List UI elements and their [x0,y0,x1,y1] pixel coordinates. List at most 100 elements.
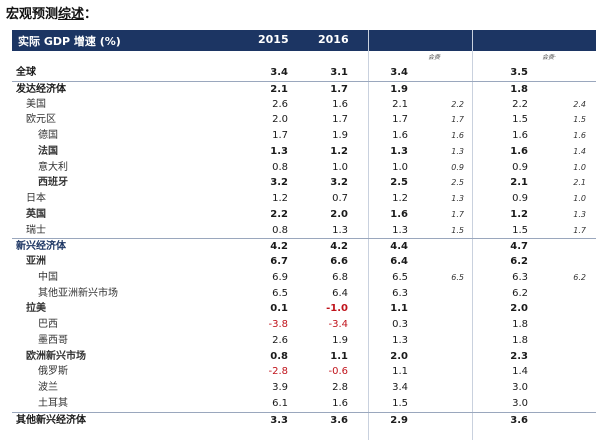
value-2017: 6.3 [392,287,408,299]
note-value-2017: 1.7 [451,209,464,219]
row-label: 日本 [26,193,46,204]
value-2017: 1.3 [392,334,408,346]
value-2018: 1.8 [510,83,528,95]
value-2018: 1.8 [512,319,528,330]
value-2018: 2.3 [510,350,528,362]
value-2018: 1.4 [512,366,528,378]
value-2017: 1.2 [392,193,408,204]
table-row: 法国 1.3 1.2 1.3 1.3 1.6 1.4 [12,144,596,160]
value-2015: 0.8 [272,161,288,173]
table-row: 瑞士 0.8 1.3 1.3 1.5 1.5 1.7 [12,223,596,239]
value-2016: 3.1 [330,67,348,78]
table-row: 其他亚洲新兴市场 6.5 6.4 6.3 6.2 [12,286,596,302]
value-2016: 1.0 [332,161,348,173]
row-label: 波兰 [38,382,58,393]
value-2016: 3.6 [330,414,348,426]
value-2018: 0.9 [512,161,528,173]
value-2017: 0.3 [392,319,408,330]
value-2017: 1.6 [392,130,408,141]
note-value-2018: 1.0 [573,194,586,203]
note-value-2018: 1.5 [573,115,586,125]
note-value-2017: 2.2 [451,99,464,109]
value-2015: 6.5 [272,287,288,299]
value-2017: 3.4 [390,67,408,78]
value-2015: 0.1 [270,303,288,315]
value-2018: 3.5 [510,67,528,78]
value-2015: 2.1 [270,83,288,95]
table-row: 日本 1.2 0.7 1.2 1.3 0.9 1.0 [12,191,596,207]
note-value-2017: 1.6 [451,131,464,140]
row-label: 发达经济体 [16,83,66,95]
row-label: 欧元区 [26,114,56,126]
header-col-2016: 2016 [318,33,349,46]
value-2017: 1.3 [390,145,408,157]
value-2015: 2.2 [270,208,288,220]
table-row: 新兴经济体 4.2 4.2 4.4 4.7 [12,238,596,254]
table-row: 亚洲 6.7 6.6 6.4 6.2 [12,254,596,270]
value-2018: 0.9 [512,193,528,204]
value-2018: 1.6 [510,145,528,157]
value-2018: 2.2 [512,98,528,110]
row-label: 新兴经济体 [16,241,66,253]
value-2016: 6.8 [332,271,348,283]
row-label: 土耳其 [38,397,68,409]
table-row: 西班牙 3.2 3.2 2.5 2.5 2.1 2.1 [12,175,596,191]
note-value-2018: 1.7 [573,225,586,235]
value-2018: 1.6 [512,130,528,141]
row-label: 其他亚洲新兴市场 [38,287,118,299]
value-2017: 3.4 [392,382,408,393]
table-row: 发达经济体 2.1 1.7 1.9 1.8 [12,80,596,97]
value-2018: 6.2 [512,287,528,299]
value-2017: 1.0 [392,161,408,173]
value-2016: 1.6 [332,397,348,409]
row-label: 俄罗斯 [38,366,68,378]
value-2015: 2.6 [272,334,288,346]
note-value-2018: 1.3 [573,209,586,219]
value-2018: 2.0 [510,303,528,315]
value-2016: 2.0 [330,208,348,220]
note-value-2017: 2.5 [451,178,464,188]
value-2018: 1.2 [510,208,528,220]
row-label: 英国 [26,208,46,220]
value-2018: 6.2 [510,256,528,267]
value-2016: 2.8 [332,382,348,393]
value-2015: -2.8 [268,366,288,378]
value-2018: 6.3 [512,271,528,283]
row-label: 拉美 [26,303,46,315]
note-value-2018: 1.6 [573,131,586,140]
note-value-2017: 1.7 [451,115,464,125]
note-value-2017: 1.3 [451,194,464,203]
value-2016: 1.6 [332,98,348,110]
value-2017: 1.1 [392,366,408,378]
note-value-2017: 6.5 [451,272,464,282]
value-2017: 2.9 [390,414,408,426]
column-divider [472,30,473,440]
value-2015: 2.0 [272,114,288,126]
note-2017: 会费 [428,54,441,61]
value-2016: 1.1 [330,350,348,362]
value-2018: 3.0 [512,382,528,393]
value-2015: 6.9 [272,271,288,283]
row-label: 其他新兴经济体 [16,414,86,426]
value-2017: 2.5 [390,177,408,189]
row-label: 瑞士 [26,224,46,236]
header-col-2015: 2015 [258,33,289,46]
note-value-2018: 6.2 [573,272,586,282]
value-2016: 0.7 [332,193,348,204]
value-2015: 4.2 [270,241,288,253]
row-label: 美国 [26,98,46,110]
note-2018: 会费· [542,54,556,61]
table-row: 欧元区 2.0 1.7 1.7 1.7 1.5 1.5 [12,112,596,128]
note-value-2017: 1.3 [451,146,464,156]
value-2017: 1.7 [392,114,408,126]
value-2018: 2.1 [510,177,528,189]
value-2016: -0.6 [328,366,348,378]
value-2016: -1.0 [326,303,348,315]
value-2016: 1.7 [332,114,348,126]
value-2018: 3.6 [510,414,528,426]
page-title: 宏观预测综述： [6,3,97,22]
value-2015: 3.2 [270,177,288,189]
header-label: 实际 GDP 增速 (%) [18,35,121,48]
value-2018: 4.7 [510,241,528,253]
value-2016: 6.6 [330,256,348,267]
